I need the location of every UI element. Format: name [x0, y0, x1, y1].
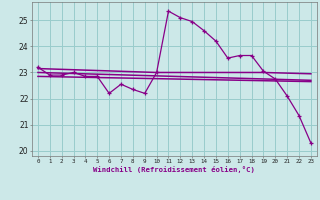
- X-axis label: Windchill (Refroidissement éolien,°C): Windchill (Refroidissement éolien,°C): [93, 166, 255, 173]
